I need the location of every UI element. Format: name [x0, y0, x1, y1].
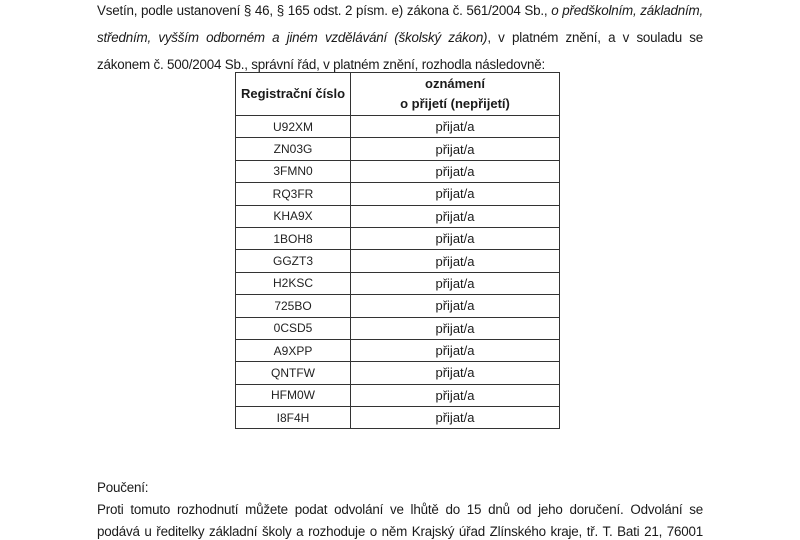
registration-number: 725BO — [235, 294, 351, 318]
table-row: U92XM přijat/a — [235, 114, 560, 139]
notice-line-2: podává u ředitelky základní školy a rozh… — [97, 524, 703, 539]
table-row: RQ3FR přijat/a — [235, 182, 560, 206]
table-row: QNTFW přijat/a — [235, 361, 560, 385]
decision-status: přijat/a — [350, 406, 560, 430]
law-title-italic: středním, vyšším odborném a jiném vzdělá… — [97, 30, 488, 45]
decision-status: přijat/a — [350, 182, 560, 206]
law-title-italic: o předškolním, základním, — [551, 3, 704, 18]
registration-number: ZN03G — [235, 137, 351, 161]
registration-number: 0CSD5 — [235, 316, 351, 340]
table-row: ZN03G přijat/a — [235, 137, 560, 161]
decision-status: přijat/a — [350, 316, 560, 340]
table-row: 1BOH8 přijat/a — [235, 226, 560, 251]
decision-status: přijat/a — [350, 159, 560, 184]
decision-status: přijat/a — [350, 137, 560, 161]
admission-table: Registrační číslo oznámení o přijetí (nep… — [235, 72, 560, 430]
decision-status: přijat/a — [350, 361, 560, 385]
decision-status: přijat/a — [350, 338, 560, 363]
decision-status: přijat/a — [350, 226, 560, 251]
table-row: KHA9X přijat/a — [235, 204, 560, 228]
table-row: GGZT3 přijat/a — [235, 249, 560, 273]
registration-number: GGZT3 — [235, 249, 351, 273]
decision-status: přijat/a — [350, 383, 560, 408]
registration-number: RQ3FR — [235, 182, 351, 206]
registration-number: 3FMN0 — [235, 159, 351, 184]
registration-number: I8F4H — [235, 406, 351, 430]
table-row: H2KSC přijat/a — [235, 271, 560, 296]
header-decision-line-1: oznámení — [425, 76, 485, 91]
registration-number: H2KSC — [235, 271, 351, 296]
table-row: 725BO přijat/a — [235, 294, 560, 318]
registration-number: U92XM — [235, 114, 351, 139]
registration-number: 1BOH8 — [235, 226, 351, 251]
header-decision: oznámení o přijetí (nepřijetí) — [350, 72, 560, 116]
decision-status: přijat/a — [350, 294, 560, 318]
table-row: 0CSD5 přijat/a — [235, 316, 560, 340]
registration-number: QNTFW — [235, 361, 351, 385]
intro-line-2: středním, vyšším odborném a jiném vzdělá… — [97, 30, 703, 45]
intro-line-1: Vsetín, podle ustanovení § 46, § 165 ods… — [97, 3, 703, 18]
table-header-row: Registrační číslo oznámení o přijetí (nep… — [235, 72, 560, 116]
table-row: I8F4H přijat/a — [235, 406, 560, 430]
header-registration-number: Registrační číslo — [235, 72, 351, 116]
table-row: A9XPP přijat/a — [235, 338, 560, 363]
header-decision-line-2: o přijetí (nepřijetí) — [400, 96, 510, 111]
decision-status: přijat/a — [350, 114, 560, 139]
decision-status: přijat/a — [350, 271, 560, 296]
decision-status: přijat/a — [350, 204, 560, 228]
decision-status: přijat/a — [350, 249, 560, 273]
table-row: 3FMN0 přijat/a — [235, 159, 560, 184]
registration-number: HFM0W — [235, 383, 351, 408]
intro-text: , v platném znění, a v souladu se — [487, 30, 703, 45]
notice-line-1: Proti tomuto rozhodnutí můžete podat odv… — [97, 502, 703, 517]
table-row: HFM0W přijat/a — [235, 383, 560, 408]
registration-number: A9XPP — [235, 338, 351, 363]
intro-line-3: zákonem č. 500/2004 Sb., správní řád, v … — [97, 57, 546, 72]
notice-title: Poučení: — [97, 480, 149, 495]
intro-text: Vsetín, podle ustanovení § 46, § 165 ods… — [97, 3, 552, 18]
registration-number: KHA9X — [235, 204, 351, 228]
